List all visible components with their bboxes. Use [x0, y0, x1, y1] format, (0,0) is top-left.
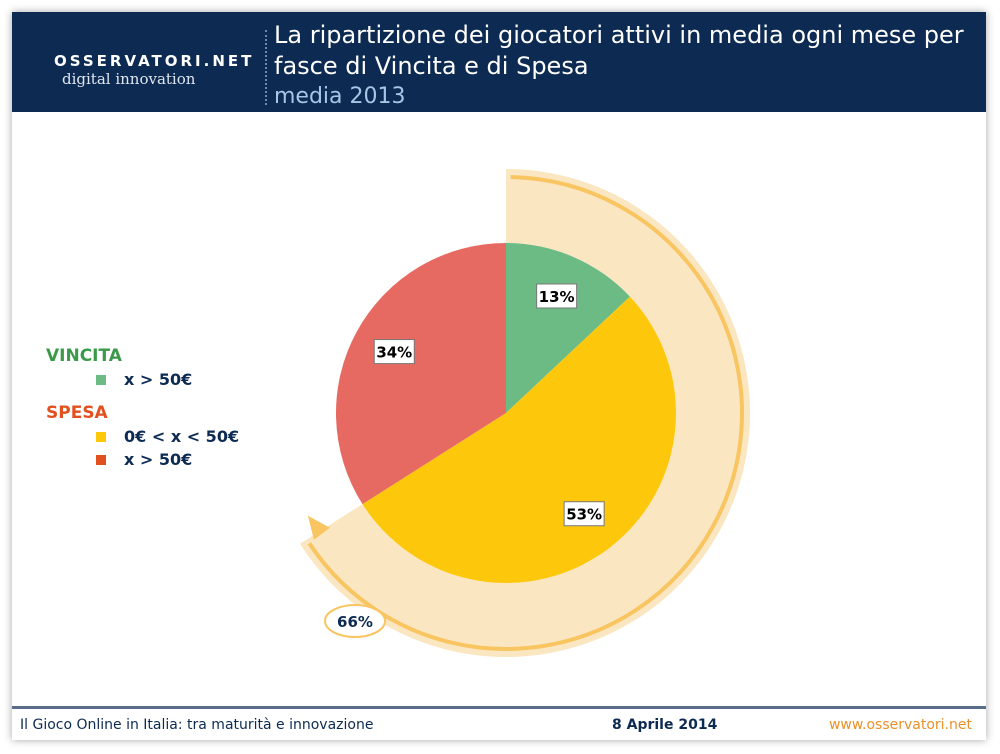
annotation-arc [307, 175, 744, 651]
annotation-label: 66% [337, 613, 373, 631]
pie-slice [336, 243, 506, 505]
data-label: 34% [376, 344, 412, 362]
legend-item: x > 50€ [96, 370, 239, 389]
slide-subtitle: media 2013 [274, 84, 406, 109]
legend-swatch [96, 431, 106, 442]
legend-swatch [96, 374, 106, 385]
divider [265, 30, 267, 105]
annotation-label-bubble [324, 604, 386, 638]
legend-item: x > 50€ [96, 450, 239, 469]
header: OSSERVATORI.NET digital innovation La ri… [12, 12, 986, 112]
legend-item: 0€ < x < 50€ [96, 427, 239, 446]
annotation-arrowhead [307, 515, 330, 540]
data-label: 13% [539, 288, 575, 306]
logo: OSSERVATORI.NET [54, 52, 255, 70]
footer: Il Gioco Online in Italia: tra maturità … [12, 706, 986, 733]
data-label: 53% [566, 506, 602, 524]
footer-title: Il Gioco Online in Italia: tra maturità … [20, 717, 374, 733]
data-label-box [536, 283, 578, 309]
data-label-box [563, 501, 605, 527]
annotation-ring [299, 169, 750, 657]
legend-swatch [96, 454, 106, 465]
footer-url: www.osservatori.net [828, 717, 972, 733]
legend-spesa-heading: SPESA [46, 403, 108, 423]
logo-tagline: digital innovation [62, 70, 196, 88]
data-label-box [373, 339, 415, 365]
footer-date: 8 Aprile 2014 [612, 717, 718, 733]
legend-vincita-heading: VINCITA [46, 346, 122, 366]
slide-title: La ripartizione dei giocatori attivi in … [274, 21, 964, 80]
legend: VINCITA x > 50€ SPESA 0€ < x < 50€ x > 5… [46, 338, 239, 469]
